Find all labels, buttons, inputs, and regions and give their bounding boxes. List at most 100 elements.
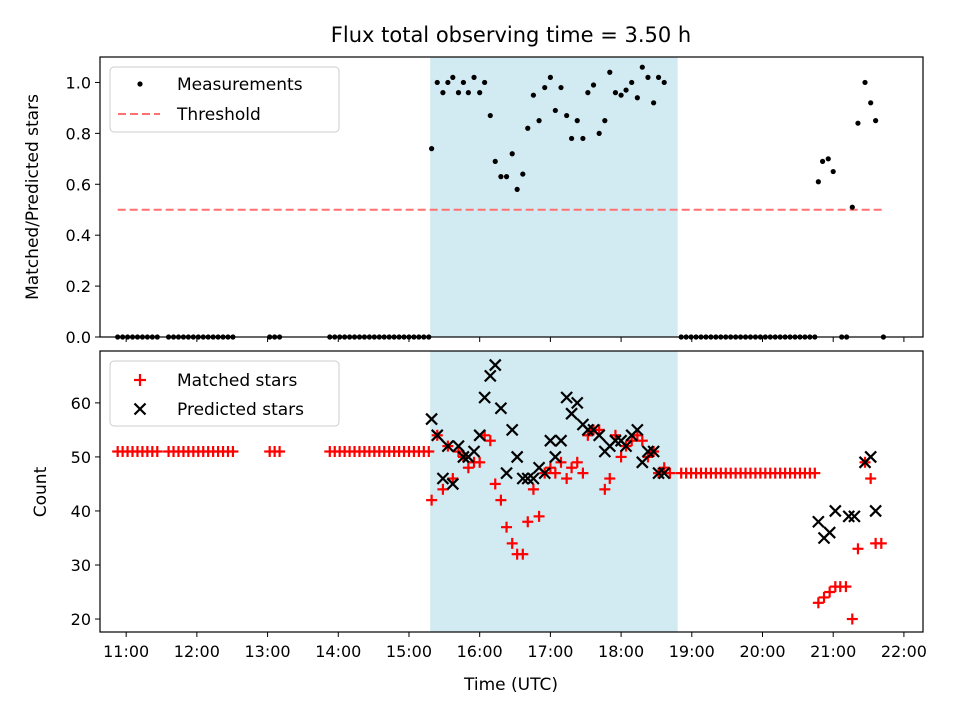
measurement-point bbox=[498, 174, 504, 180]
predicted-star-point bbox=[554, 434, 568, 447]
bottom-shaded-region-layer bbox=[430, 351, 678, 632]
measurement-point bbox=[830, 168, 836, 175]
predicted-star-point bbox=[592, 429, 606, 442]
matched-star-point bbox=[489, 478, 501, 490]
predicted-star-point bbox=[636, 456, 649, 469]
matched-star-point bbox=[582, 429, 594, 441]
matched-star-point bbox=[818, 591, 830, 603]
legend-predicted-marker bbox=[133, 402, 147, 416]
measurement-point bbox=[492, 158, 498, 164]
matched-star-point bbox=[615, 451, 627, 463]
predicted-star-point bbox=[560, 391, 573, 404]
measurement-point bbox=[536, 118, 542, 124]
legend-measurements-label: Measurements bbox=[177, 75, 303, 95]
top-y-tick-label: 0.2 bbox=[66, 277, 91, 296]
predicted-star-point bbox=[478, 391, 491, 404]
measurement-point bbox=[530, 92, 537, 98]
bottom-x-tick-label: 12:00 bbox=[174, 642, 220, 661]
matched-star-point bbox=[577, 467, 589, 479]
measurement-point bbox=[639, 64, 645, 70]
predicted-star-point bbox=[430, 429, 444, 442]
bottom-x-tick-label: 19:00 bbox=[669, 642, 715, 661]
measurement-point bbox=[849, 204, 855, 210]
measurement-point bbox=[552, 107, 558, 114]
matched-star-point bbox=[506, 537, 518, 549]
measurement-point bbox=[429, 146, 435, 152]
measurement-point bbox=[564, 112, 570, 119]
bottom-y-tick-label: 40 bbox=[71, 502, 91, 521]
predicted-star-point bbox=[581, 423, 595, 437]
measurement-point bbox=[590, 82, 597, 88]
predicted-star-point bbox=[527, 472, 540, 485]
bottom-x-tick-label: 13:00 bbox=[245, 642, 291, 661]
measurement-point bbox=[873, 118, 879, 124]
top-panel: Flux total observing time = 3.50 h 0.00.… bbox=[23, 23, 924, 347]
predicted-star-point bbox=[864, 450, 877, 464]
matched-star-point bbox=[533, 510, 545, 522]
matched-star-point bbox=[274, 446, 286, 458]
matched-star-point bbox=[636, 435, 648, 447]
bottom-x-ticks: 11:00 12:00 13:00 14:00 15:00 16:00 17:00 18:00… bbox=[103, 632, 927, 661]
top-shaded-region-layer bbox=[430, 57, 678, 337]
measurement-point bbox=[596, 130, 602, 136]
predicted-star-point bbox=[647, 445, 660, 458]
predicted-star-point bbox=[631, 423, 644, 437]
measurement-point bbox=[477, 90, 483, 96]
predicted-star-point bbox=[565, 407, 578, 420]
measurement-point bbox=[629, 79, 635, 86]
bottom-x-axis-label: Time (UTC) bbox=[463, 675, 558, 695]
predicted-star-point bbox=[516, 472, 530, 485]
predicted-star-point bbox=[494, 402, 508, 415]
predicted-star-point bbox=[641, 445, 655, 458]
predicted-stars-points-layer bbox=[425, 358, 882, 545]
legend-matched-label: Matched stars bbox=[177, 371, 297, 391]
predicted-star-point bbox=[473, 429, 486, 442]
predicted-star-point bbox=[425, 412, 438, 426]
measurement-point bbox=[440, 90, 446, 96]
bottom-x-tick-label: 22:00 bbox=[881, 642, 927, 661]
predicted-star-point bbox=[510, 450, 524, 464]
measurement-point bbox=[503, 174, 510, 180]
top-y-ticks: 0.0 0.2 0.4 0.6 0.8 1.0 bbox=[66, 73, 100, 347]
predicted-star-point bbox=[467, 445, 481, 458]
bottom-y-ticks: 20 30 40 50 60 bbox=[71, 394, 100, 629]
predicted-star-point bbox=[619, 439, 633, 453]
legend-matched-marker bbox=[134, 374, 146, 386]
matched-star-point bbox=[609, 429, 621, 441]
measurement-point bbox=[465, 90, 471, 96]
measurement-point bbox=[819, 158, 826, 164]
bottom-y-tick-label: 50 bbox=[71, 448, 91, 467]
top-legend: Measurements Threshold bbox=[109, 66, 340, 133]
matched-star-point bbox=[527, 483, 539, 495]
predicted-star-point bbox=[544, 434, 557, 447]
measurement-point bbox=[455, 90, 462, 96]
matched-star-point bbox=[484, 435, 496, 447]
bottom-x-tick-label: 21:00 bbox=[810, 642, 856, 661]
measurement-point bbox=[655, 74, 662, 80]
measurement-point bbox=[520, 171, 526, 177]
predicted-star-point bbox=[484, 369, 497, 383]
measurement-point bbox=[542, 84, 548, 91]
matched-star-point bbox=[462, 462, 474, 474]
predicted-star-point bbox=[538, 466, 552, 480]
measurement-point bbox=[815, 179, 821, 185]
predicted-star-point bbox=[488, 358, 502, 372]
legend-threshold-label: Threshold bbox=[176, 105, 261, 125]
measurement-point bbox=[607, 69, 613, 75]
top-y-tick-label: 1.0 bbox=[66, 73, 91, 92]
predicted-star-point bbox=[452, 439, 465, 453]
measurement-point bbox=[612, 90, 619, 96]
predicted-star-point bbox=[829, 504, 842, 518]
bottom-y-tick-label: 60 bbox=[71, 394, 91, 413]
matched-star-point bbox=[544, 462, 556, 474]
measurement-point bbox=[585, 90, 591, 96]
matched-star-point bbox=[447, 473, 459, 485]
measurement-point bbox=[445, 79, 451, 86]
matched-star-point bbox=[865, 473, 877, 485]
bottom-x-tick-label: 18:00 bbox=[598, 642, 644, 661]
measurement-point bbox=[661, 79, 667, 86]
chart-title: Flux total observing time = 3.50 h bbox=[331, 23, 691, 47]
measurement-point bbox=[634, 95, 640, 101]
matched-star-point bbox=[426, 494, 438, 506]
measurement-point bbox=[651, 100, 657, 106]
